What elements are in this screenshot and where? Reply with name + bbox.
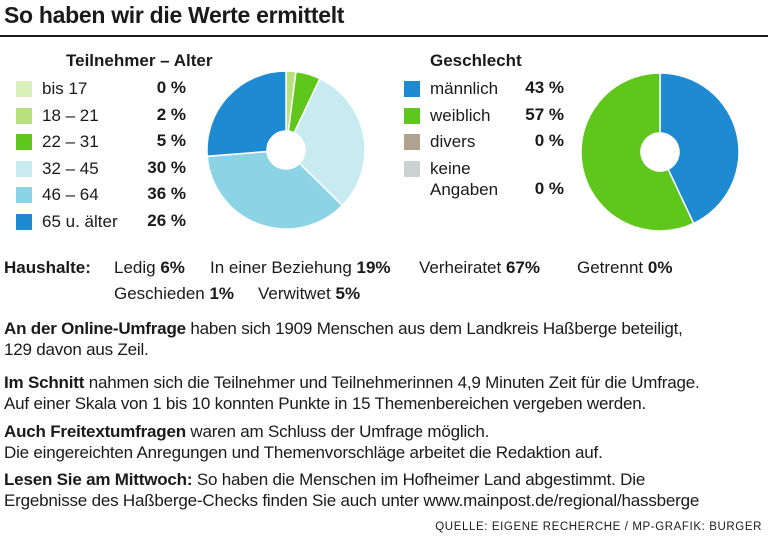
pie-slice <box>580 72 695 232</box>
legend-swatch <box>404 107 420 124</box>
legend-label: weiblich <box>430 105 491 125</box>
legend-label: 65 u. älter <box>42 211 118 231</box>
legend-item: 18 – 21 2 % <box>16 104 196 131</box>
pie-slice <box>206 150 344 230</box>
legend-value: 36 % <box>147 184 186 204</box>
legend-item: divers 0 % <box>404 130 574 157</box>
legend-label: divers <box>430 132 476 152</box>
legend-item: 32 – 45 30 % <box>16 157 196 184</box>
households-title: Haushalte: <box>4 258 91 277</box>
legend-value: 0 % <box>534 178 564 198</box>
title-divider <box>0 35 768 37</box>
household-item: In einer Beziehung 19% <box>210 258 391 277</box>
legend-value: 26 % <box>147 210 186 230</box>
legend-swatch <box>404 134 420 151</box>
source-credit: QUELLE: EIGENE RECHERCHE / MP-GRAFIK: BU… <box>435 521 762 533</box>
gender-donut-chart <box>580 72 740 232</box>
paragraph-freetext: Auch Freitextumfragen waren am Schluss d… <box>4 422 603 462</box>
household-item: Verheiratet 67% <box>419 258 540 277</box>
legend-value: 0 % <box>156 78 186 97</box>
paragraph-average: Im Schnitt nahmen sich die Teilnehmer un… <box>4 373 700 413</box>
gender-chart-title: Geschlecht <box>430 51 522 70</box>
legend-swatch <box>16 134 32 151</box>
age-chart-title: Teilnehmer – Alter <box>66 51 213 70</box>
age-legend: bis 17 0 % 18 – 21 2 % 22 – 31 5 % 32 – 45 30 %… <box>16 77 196 237</box>
legend-item: 22 – 31 5 % <box>16 130 196 157</box>
legend-label: 32 – 45 <box>42 158 99 178</box>
legend-item: männlich 43 % <box>404 77 574 104</box>
legend-label: 22 – 31 <box>42 132 99 152</box>
household-item: Getrennt 0% <box>577 258 673 277</box>
household-item: Verwitwet 5% <box>258 284 361 303</box>
pie-slice <box>659 72 740 225</box>
page-title: So haben wir die Werte ermittelt <box>4 2 345 28</box>
legend-value: 0 % <box>534 131 564 151</box>
legend-item: 65 u. älter 26 % <box>16 210 196 237</box>
legend-label: keine Angaben <box>430 158 499 199</box>
legend-value: 2 % <box>156 104 186 124</box>
legend-swatch <box>16 187 32 204</box>
legend-swatch <box>16 213 32 230</box>
paragraph-wednesday: Lesen Sie am Mittwoch: So haben die Mens… <box>4 470 700 510</box>
legend-item: bis 17 0 % <box>16 77 196 104</box>
pie-slice <box>206 70 287 158</box>
household-item: Geschieden 1% <box>114 284 235 303</box>
gender-legend: männlich 43 % weiblich 57 % divers 0 % keine An… <box>404 77 574 205</box>
legend-label: männlich <box>430 79 499 98</box>
legend-swatch <box>404 160 420 177</box>
legend-label: 18 – 21 <box>42 105 99 125</box>
legend-label: bis 17 <box>42 79 88 98</box>
legend-value: 57 % <box>525 104 564 124</box>
age-donut-chart <box>206 70 366 230</box>
legend-label: 46 – 64 <box>42 185 99 205</box>
legend-swatch <box>16 160 32 177</box>
paragraph-participants: An der Online-Umfrage haben sich 1909 Me… <box>4 319 683 359</box>
legend-value: 5 % <box>156 131 186 151</box>
pie-slice <box>293 77 366 207</box>
legend-value: 30 % <box>147 157 186 177</box>
legend-swatch <box>404 81 420 97</box>
household-item: Ledig 6% <box>114 258 185 277</box>
legend-item: weiblich 57 % <box>404 104 574 131</box>
legend-item: 46 – 64 36 % <box>16 183 196 210</box>
legend-value: 43 % <box>525 78 564 97</box>
legend-item: keine Angaben 0 % <box>404 157 574 205</box>
legend-swatch <box>16 81 32 97</box>
legend-swatch <box>16 107 32 124</box>
